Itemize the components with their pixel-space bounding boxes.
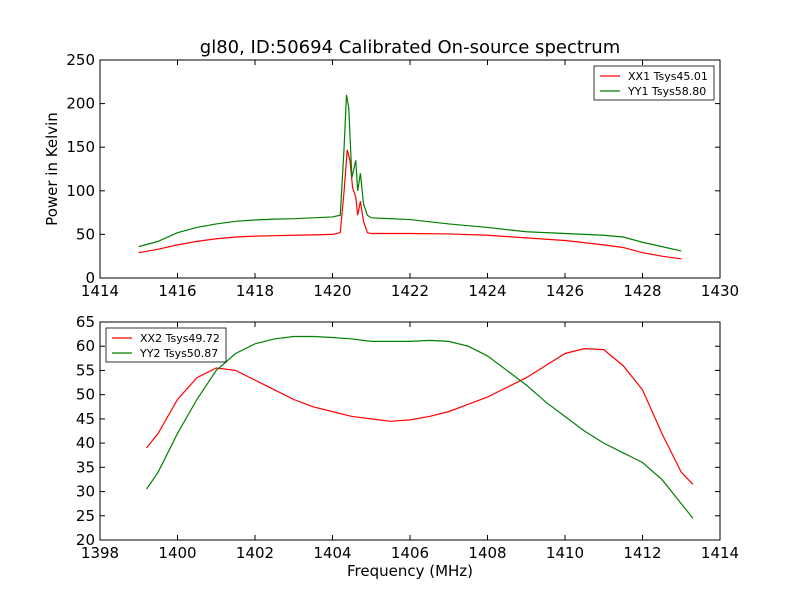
legend-entry: XX2 Tsys49.72 (140, 332, 220, 345)
y-tick-label: 30 (76, 483, 95, 501)
x-tick-label: 1428 (623, 282, 661, 300)
y-tick-label: 35 (76, 458, 95, 476)
y-tick-label: 50 (76, 386, 95, 404)
top-panel: 1414 1416 1418 1420 1422 1424 1426 1428 1430 0 50 1… (43, 51, 739, 300)
x-tick-label: 1422 (391, 282, 429, 300)
x-tick-label: 1414 (81, 282, 119, 300)
legend-box (105, 327, 227, 363)
x-tick-label: 1402 (236, 544, 274, 562)
x-tick-label: 1406 (391, 544, 429, 562)
x-tick-label: 1426 (546, 282, 584, 300)
y-tick-label: 45 (76, 410, 95, 428)
y-tick-label: 65 (76, 313, 95, 331)
series-line-2 (138, 94, 682, 252)
x-tick-label: 1420 (313, 282, 351, 300)
x-axis-label: Frequency (MHz) (347, 562, 473, 580)
y-tick-label: 250 (66, 51, 95, 69)
y-tick-label: 0 (85, 269, 95, 287)
y-tick-label: 40 (76, 434, 95, 452)
x-tick-label: 1410 (546, 544, 584, 562)
chart-title: gl80, ID:50694 Calibrated On-source spec… (200, 37, 620, 58)
x-tick-label: 1398 (81, 544, 119, 562)
series-line-1 (146, 348, 694, 485)
legend-box (593, 65, 715, 101)
series-line-1 (138, 149, 682, 260)
y-tick-label: 200 (66, 95, 95, 113)
legend-entry: XX1 Tsys45.01 (628, 70, 708, 83)
y-tick-label: 50 (76, 225, 95, 243)
x-tick-label: 1404 (313, 544, 351, 562)
series-line-2 (146, 335, 694, 519)
x-tick-label: 1414 (701, 544, 739, 562)
x-tick-label: 1424 (468, 282, 506, 300)
x-tick-label: 1418 (236, 282, 274, 300)
x-tick-label: 1412 (623, 544, 661, 562)
x-tick-label: 1408 (468, 544, 506, 562)
legend: XX1 Tsys45.01 YY1 Tsys58.80 (593, 65, 715, 101)
y-tick-label: 150 (66, 138, 95, 156)
y-tick-label: 25 (76, 507, 95, 525)
y-axis-label: Power in Kelvin (43, 112, 61, 226)
y-tick-label: 55 (76, 361, 95, 379)
legend-entry: YY1 Tsys58.80 (627, 85, 706, 98)
x-tick-label: 1430 (701, 282, 739, 300)
x-tick-label: 1416 (158, 282, 196, 300)
y-tick-label: 20 (76, 531, 95, 549)
bottom-panel: 1398 1400 1402 1404 1406 1408 1410 1412 1414 20 25… (76, 313, 739, 580)
legend: XX2 Tsys49.72 YY2 Tsys50.87 (105, 327, 227, 363)
legend-entry: YY2 Tsys50.87 (139, 347, 218, 360)
x-tick-label: 1400 (158, 544, 196, 562)
y-tick-label: 60 (76, 337, 95, 355)
y-tick-label: 100 (66, 182, 95, 200)
